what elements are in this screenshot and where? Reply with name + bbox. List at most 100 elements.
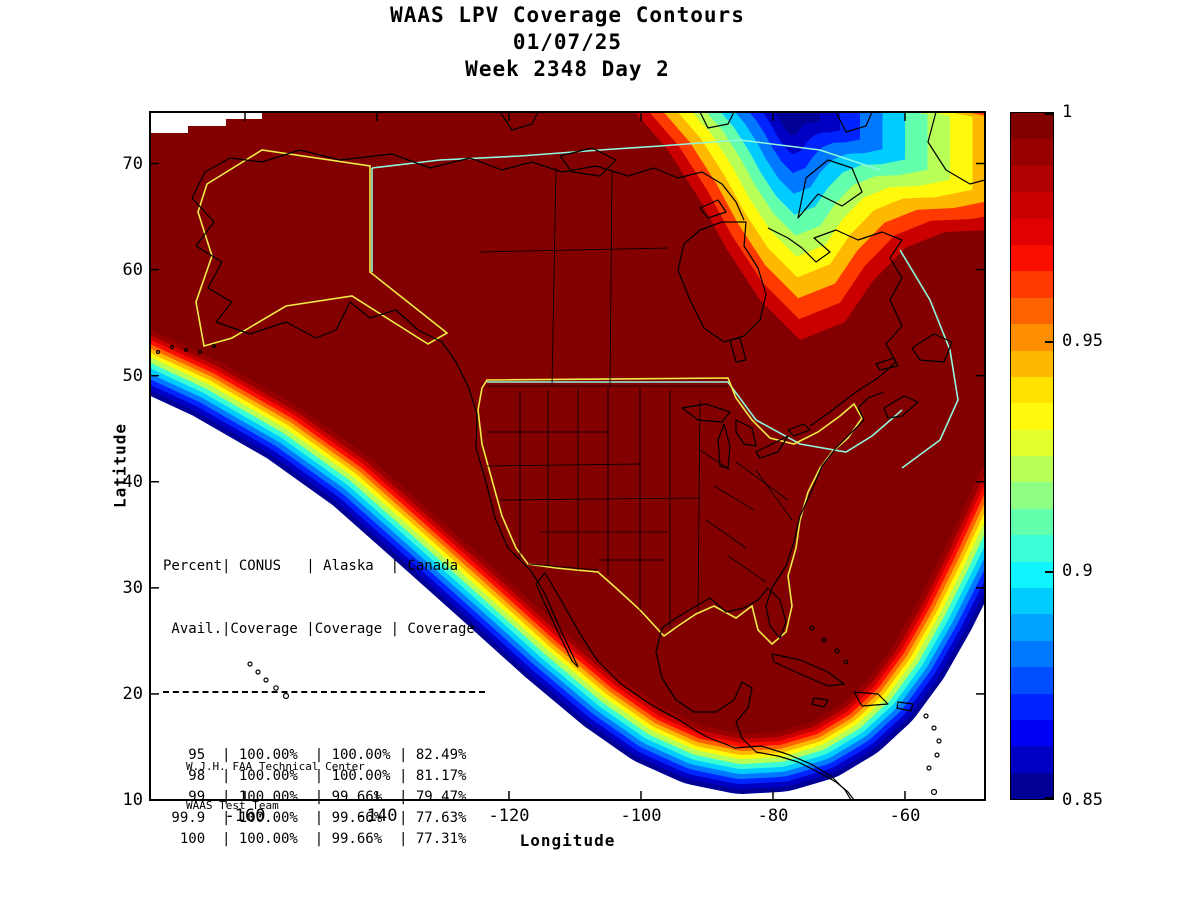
attribution-line: W.J.H. FAA Technical Center [186, 760, 365, 773]
antilles-island [926, 765, 932, 771]
y-tick-label: 40 [122, 471, 143, 492]
cuba [771, 653, 845, 687]
nova-scotia [883, 395, 919, 419]
coverage-table-row: 99 | 100.00% | 99.66% | 79.47% [163, 789, 467, 805]
aleutian-island [183, 347, 189, 353]
x-tick-label: -160 [224, 806, 266, 826]
victoria-island [559, 147, 617, 177]
lake-michigan [717, 423, 731, 469]
colorbar-tick-mark [1045, 797, 1053, 799]
antilles-island [934, 752, 940, 758]
bahamas-island [821, 637, 827, 643]
coverage-table-row: 95 | 100.00% | 100.00% | 82.49% [163, 747, 467, 763]
colorbar [1010, 112, 1054, 800]
arctic-island [835, 112, 873, 133]
figure-week-day: Week 2348 Day 2 [465, 57, 670, 81]
colorbar-band [1011, 772, 1053, 800]
x-tick-label: -100 [620, 806, 662, 826]
coverage-table-rows: 95 | 100.00% | 100.00% | 82.49% 98 | 100… [163, 745, 485, 850]
figure-title-block: WAAS LPV Coverage Contours 01/07/25 Week… [150, 2, 985, 83]
coast-arctic [469, 157, 745, 221]
aleutian-island [169, 344, 175, 350]
jamaica [811, 697, 829, 708]
canada-service-volume-boundary [371, 139, 959, 469]
colorbar-band [1011, 139, 1053, 166]
colorbar-band [1011, 588, 1053, 615]
colorbar-band [1011, 403, 1053, 430]
coverage-table-row: 98 | 100.00% | 100.00% | 81.17% [163, 768, 467, 784]
hudson-bay [677, 221, 767, 343]
colorbar-tick-label: 0.95 [1062, 331, 1103, 352]
colorbar-band [1011, 244, 1053, 272]
colorbar-tick-mark [1045, 341, 1053, 344]
colorbar-band [1011, 376, 1053, 404]
y-axis-label: Latitude [110, 422, 130, 509]
coast-west [191, 149, 852, 800]
james-bay [729, 337, 747, 363]
southampton-island [699, 199, 727, 219]
colorbar-band [1011, 113, 1053, 140]
colorbar-band [1011, 640, 1053, 668]
y-tick-label: 60 [122, 259, 143, 280]
y-tick-label: 20 [122, 683, 143, 704]
figure-title: WAAS LPV Coverage Contours [390, 3, 745, 27]
state-boundaries [479, 167, 793, 628]
attribution-line: WAAS Test Team [186, 799, 279, 812]
colorbar-band [1011, 429, 1053, 457]
arctic-island [699, 112, 735, 129]
x-tick-label: -60 [889, 806, 921, 826]
hawaii-island [247, 661, 253, 667]
arctic-island [499, 112, 539, 131]
coverage-table: Percent| CONUS | Alaska | Canada Avail.|… [163, 514, 485, 892]
conus-service-volume-boundary [477, 377, 863, 646]
colorbar-tick-label: 0.85 [1062, 790, 1103, 810]
y-tick-label: 70 [122, 153, 143, 174]
colorbar-band [1011, 297, 1053, 325]
aleutian-island [197, 349, 203, 355]
lake-superior [681, 403, 731, 423]
colorbar-band [1011, 350, 1053, 377]
colorbar-band [1011, 324, 1053, 351]
hawaii-island [263, 677, 269, 683]
anticosti-island [875, 357, 899, 371]
y-tick-label: 10 [122, 790, 143, 810]
coastlines [155, 112, 985, 800]
y-tick-label: 30 [122, 577, 143, 598]
colorbar-band [1011, 719, 1053, 747]
colorbar-tick-mark [1045, 570, 1053, 573]
greenland-coast [927, 112, 985, 185]
alaska-service-volume-boundary [195, 149, 449, 348]
colorbar-band [1011, 693, 1053, 720]
trough-contour-band [774, 112, 820, 136]
coverage-table-header: Percent| CONUS | Alaska | Canada [163, 558, 459, 574]
coverage-table-row: 99.9 | 100.00% | 99.66% | 77.63% [163, 810, 467, 826]
colorbar-tick-label: 1 [1062, 102, 1073, 122]
colorbar-gradient [1011, 113, 1053, 800]
bahamas-island [834, 648, 840, 654]
bahamas-island [809, 625, 815, 631]
antilles-island [923, 713, 929, 719]
bahamas-island [843, 659, 849, 665]
hawaii-island [282, 692, 290, 700]
x-tick-label: -140 [356, 806, 398, 826]
colorbar-band [1011, 271, 1053, 298]
colorbar-tick-label: 0.9 [1062, 560, 1093, 581]
colorbar-band [1011, 482, 1053, 509]
colorbar-band [1011, 535, 1053, 562]
antilles-island [930, 788, 938, 796]
hawaii-island [273, 685, 279, 691]
colorbar-band [1011, 561, 1053, 589]
colorbar-band [1011, 456, 1053, 483]
colorbar-band [1011, 508, 1053, 536]
aleutian-island [211, 343, 217, 349]
colorbar-band [1011, 165, 1053, 193]
newfoundland [911, 333, 953, 363]
colorbar-band [1011, 746, 1053, 773]
low-coverage-region-contours [634, 112, 985, 340]
lake-erie [755, 435, 789, 459]
y-tick-label: 50 [122, 365, 143, 386]
hawaii-island [255, 669, 261, 675]
colorbar-band [1011, 192, 1053, 219]
coverage-table-header: Avail.|Coverage |Coverage | Coverage [163, 621, 475, 637]
